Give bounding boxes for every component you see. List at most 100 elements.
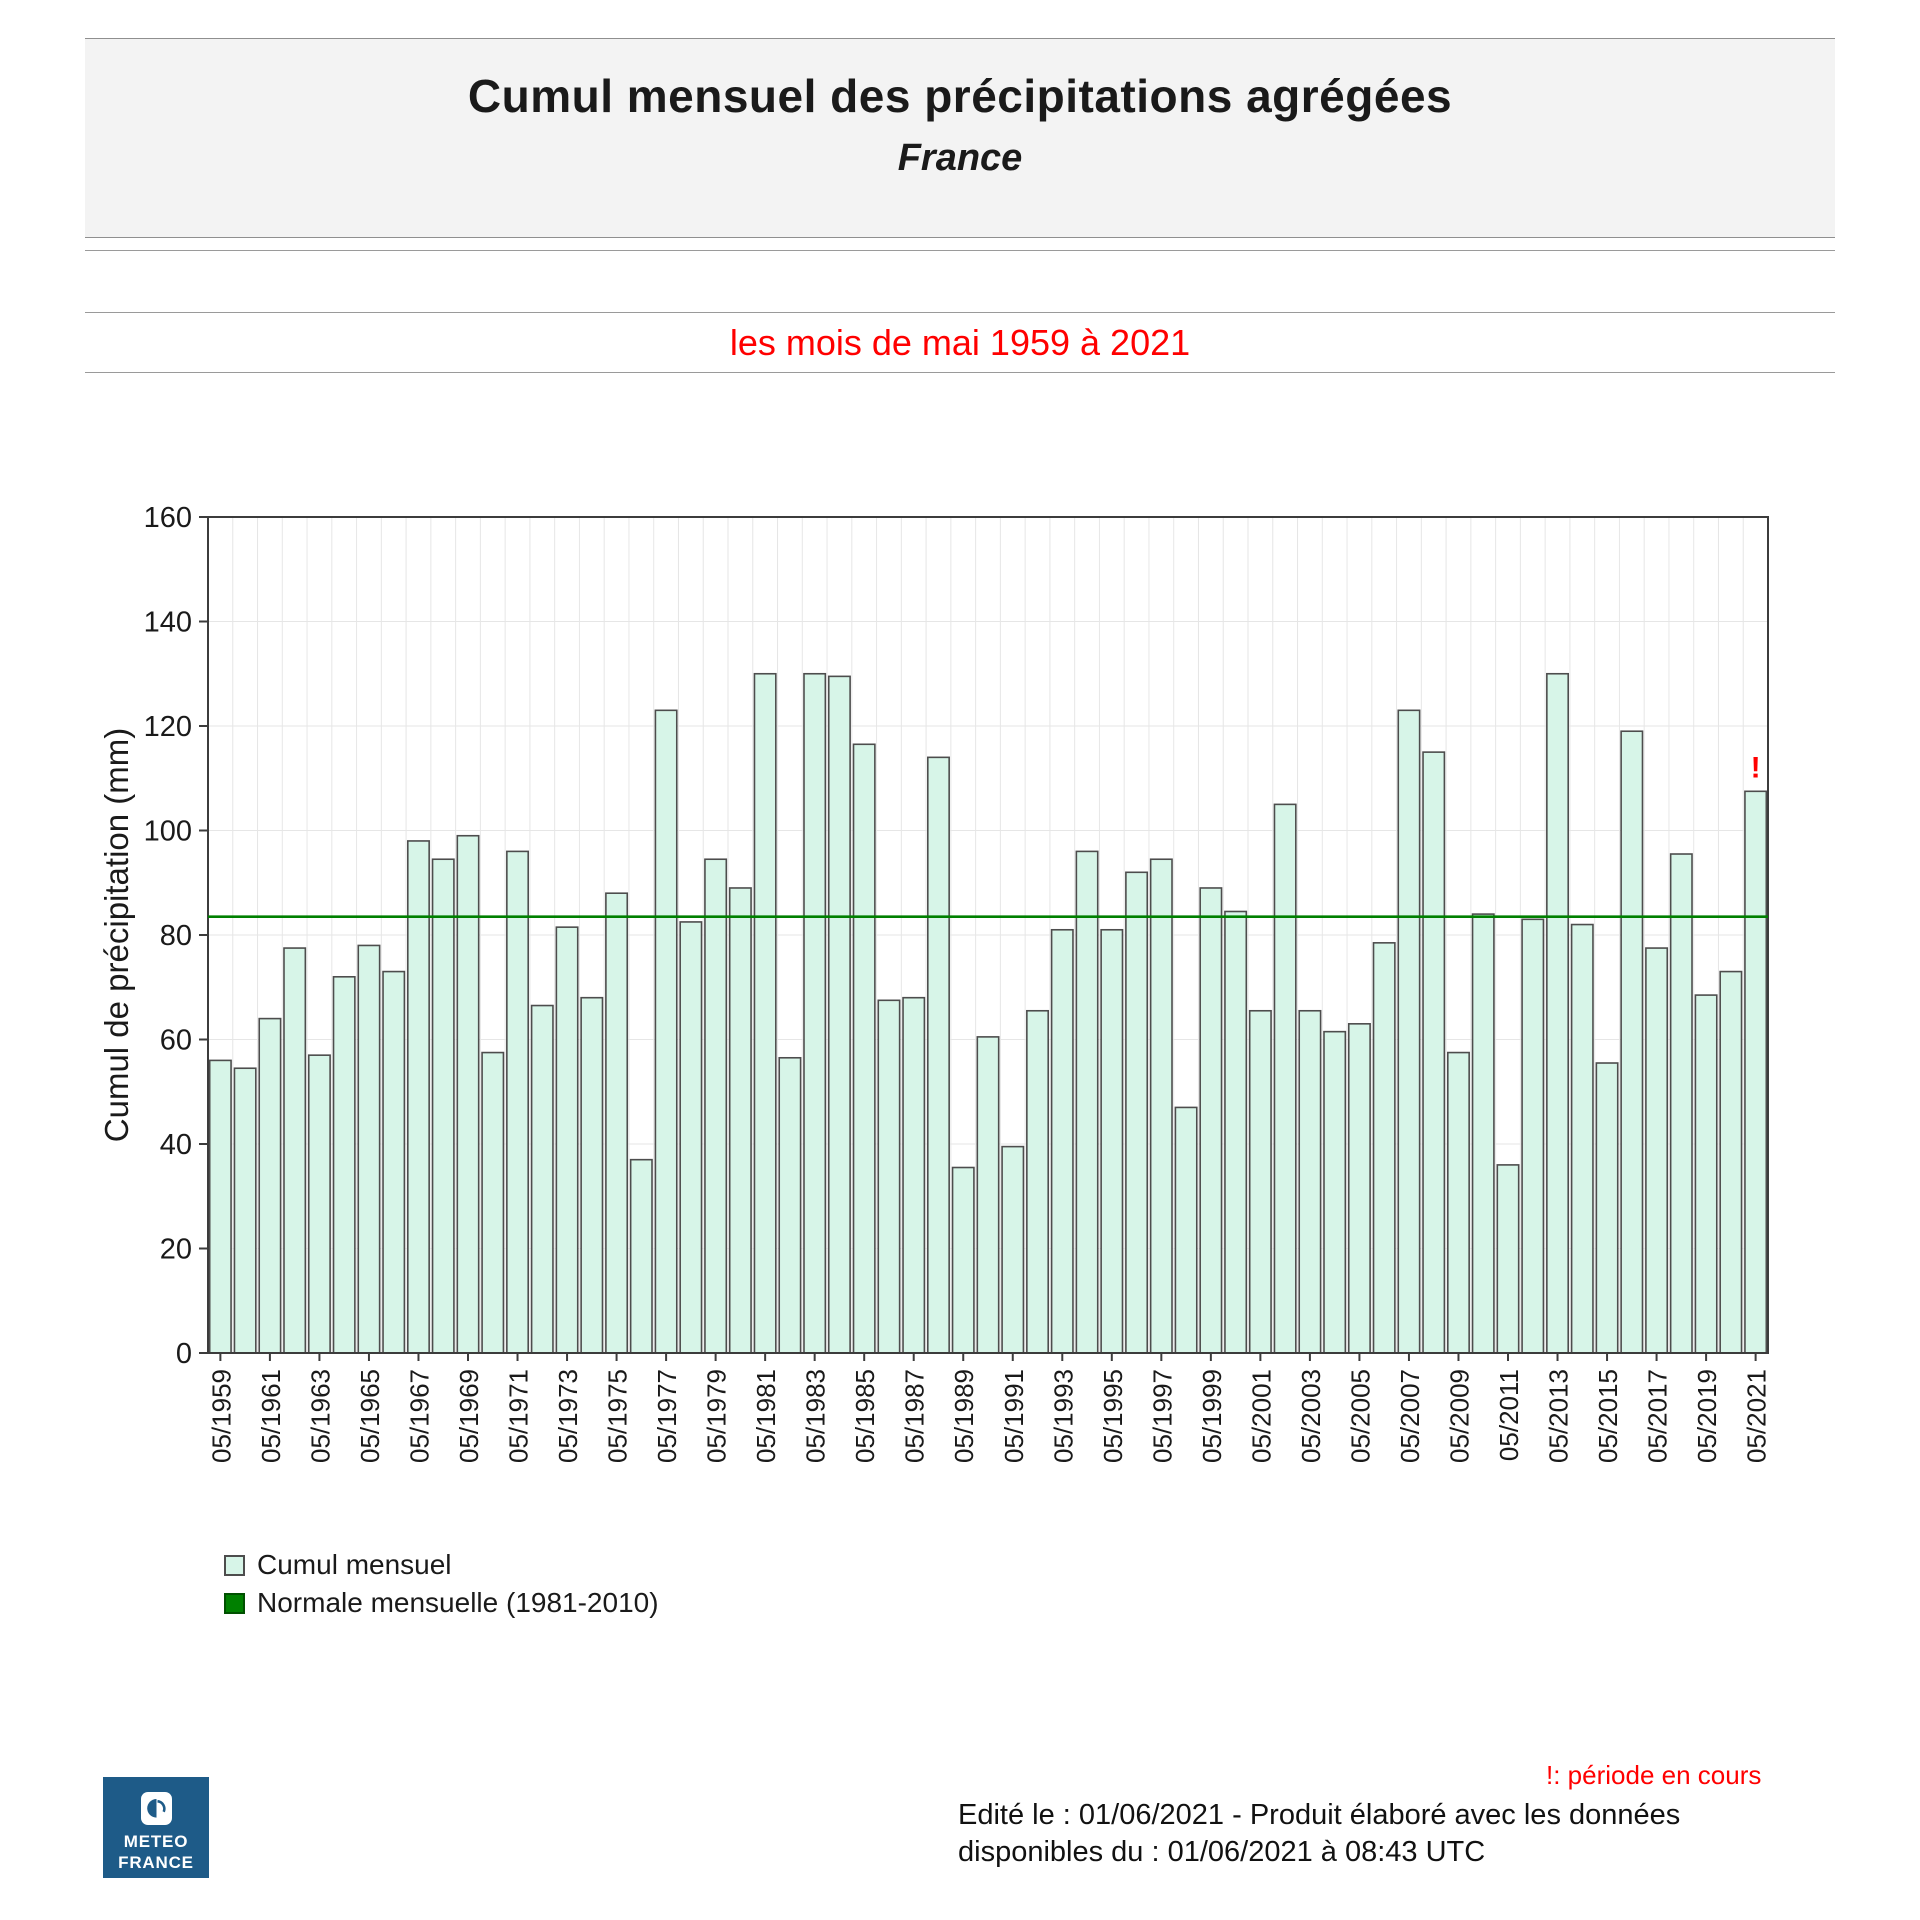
x-tick-label: 05/2021 <box>1742 1369 1772 1463</box>
bar-05/1964 <box>332 975 356 1354</box>
bar-05/2014 <box>1570 923 1594 1354</box>
bar-05/1976 <box>629 1158 653 1354</box>
bar-05/1973 <box>555 926 579 1354</box>
edition-info: Edité le : 01/06/2021 - Produit élaboré … <box>958 1797 1680 1871</box>
bar-05/2010 <box>1471 913 1495 1354</box>
bar-05/1975 <box>605 892 629 1354</box>
bar-05/1966 <box>382 970 406 1354</box>
divider-line-banner-top <box>85 312 1835 313</box>
bar-05/1992 <box>1026 1009 1050 1354</box>
x-tick-label: 05/1973 <box>553 1369 583 1463</box>
x-tick-label: 05/2005 <box>1345 1369 1375 1463</box>
x-tick-label: 05/1993 <box>1048 1369 1078 1463</box>
x-tick-label: 05/1989 <box>949 1369 979 1463</box>
x-tick-label: 05/1963 <box>305 1369 335 1463</box>
bar-05/1962 <box>283 947 307 1354</box>
bar-05/1960 <box>233 1067 257 1354</box>
bar-05/1990 <box>976 1036 1000 1354</box>
logo-text-line2: FRANCE <box>118 1853 194 1872</box>
bar-05/2016 <box>1620 730 1644 1354</box>
current-period-footnote: !: période en cours <box>1546 1760 1762 1790</box>
bar-05/1959 <box>208 1059 232 1354</box>
bar-05/1988 <box>926 756 950 1354</box>
bar-05/1997 <box>1149 858 1173 1354</box>
legend-item-normale: Normale mensuelle (1981-2010) <box>224 1584 659 1622</box>
x-tick-label: 05/1975 <box>603 1369 633 1463</box>
bar-05/1985 <box>852 743 876 1354</box>
y-tick-label: 40 <box>160 1129 192 1161</box>
bar-05/2003 <box>1298 1009 1322 1354</box>
x-tick-label: 05/1981 <box>751 1369 781 1463</box>
x-tick-label: 05/2003 <box>1296 1369 1326 1463</box>
bar-05/1979 <box>704 858 728 1354</box>
bar-05/1995 <box>1100 928 1124 1354</box>
x-tick-label: 05/1987 <box>900 1369 930 1463</box>
bar-05/2012 <box>1521 918 1545 1354</box>
bar-05/2007 <box>1397 709 1421 1354</box>
bar-05/1980 <box>728 887 752 1354</box>
y-tick-label: 80 <box>160 920 192 952</box>
y-tick-label: 120 <box>144 711 192 743</box>
bar-05/1970 <box>481 1051 505 1354</box>
x-tick-label: 05/2001 <box>1246 1369 1276 1463</box>
page-subtitle: France <box>897 137 1023 179</box>
legend-swatch-bar <box>224 1554 245 1576</box>
x-tick-label: 05/2009 <box>1444 1369 1474 1463</box>
legend-label-normale: Normale mensuelle (1981-2010) <box>257 1587 659 1618</box>
bar-05/1968 <box>431 858 455 1354</box>
y-axis-title: Cumul de précipitation (mm) <box>98 728 135 1142</box>
bar-05/2001 <box>1248 1009 1272 1354</box>
bar-05/1999 <box>1199 887 1223 1354</box>
x-tick-label: 05/1995 <box>1098 1369 1128 1463</box>
x-tick-label: 05/1959 <box>206 1369 236 1463</box>
current-period-marker: ! <box>1751 751 1761 784</box>
bar-05/1983 <box>803 672 827 1354</box>
chart-legend: Cumul mensuel Normale mensuelle (1981-20… <box>224 1546 659 1622</box>
bar-05/2019 <box>1694 994 1718 1354</box>
bar-05/1977 <box>654 709 678 1354</box>
page-title: Cumul mensuel des précipitations agrégée… <box>467 70 1453 122</box>
meteo-france-logo: METEO FRANCE <box>103 1777 209 1878</box>
bar-05/1991 <box>1001 1145 1025 1354</box>
bar-05/2002 <box>1273 803 1297 1354</box>
bar-05/1994 <box>1075 850 1099 1354</box>
y-tick-label: 100 <box>144 816 192 848</box>
bar-05/2017 <box>1645 947 1669 1354</box>
x-tick-label: 05/1979 <box>702 1369 732 1463</box>
x-tick-label: 05/1991 <box>999 1369 1029 1463</box>
bar-05/1981 <box>753 672 777 1354</box>
bar-05/1974 <box>580 996 604 1354</box>
bar-05/1993 <box>1050 928 1074 1354</box>
x-tick-label: 05/1985 <box>850 1369 880 1463</box>
x-tick-label: 05/2007 <box>1395 1369 1425 1463</box>
x-tick-label: 05/2019 <box>1692 1369 1722 1463</box>
x-tick-label: 05/1971 <box>504 1369 534 1463</box>
bar-05/2011 <box>1496 1164 1520 1354</box>
bar-05/1998 <box>1174 1106 1198 1354</box>
bar-05/1978 <box>679 921 703 1354</box>
y-tick-label: 20 <box>160 1234 192 1266</box>
bar-05/2005 <box>1347 1023 1371 1354</box>
bar-05/1984 <box>827 675 851 1354</box>
bar-05/1972 <box>530 1004 554 1354</box>
bar-05/1987 <box>902 996 926 1354</box>
legend-swatch-line <box>224 1592 245 1614</box>
bar-05/1965 <box>357 944 381 1354</box>
bar-05/1986 <box>877 999 901 1354</box>
bar-05/2018 <box>1669 853 1693 1354</box>
x-tick-label: 05/1969 <box>454 1369 484 1463</box>
bar-05/1996 <box>1125 871 1149 1354</box>
legend-item-cumul: Cumul mensuel <box>224 1546 659 1584</box>
x-tick-label: 05/1997 <box>1147 1369 1177 1463</box>
bar-05/1971 <box>506 850 530 1354</box>
bar-05/1963 <box>307 1054 331 1354</box>
x-tick-label: 05/2013 <box>1544 1369 1574 1463</box>
precipitation-bar-chart: 0 20 40 60 80 100 120 140 160 05/1959 05/1961 05/19… <box>98 502 1772 1463</box>
legend-label-cumul: Cumul mensuel <box>257 1549 452 1580</box>
meteo-france-icon <box>140 1792 172 1825</box>
header: Cumul mensuel des précipitations agrégée… <box>85 38 1835 238</box>
x-tick-label: 05/1961 <box>256 1369 286 1463</box>
bar-05/2008 <box>1422 751 1446 1354</box>
x-tick-label: 05/1983 <box>801 1369 831 1463</box>
